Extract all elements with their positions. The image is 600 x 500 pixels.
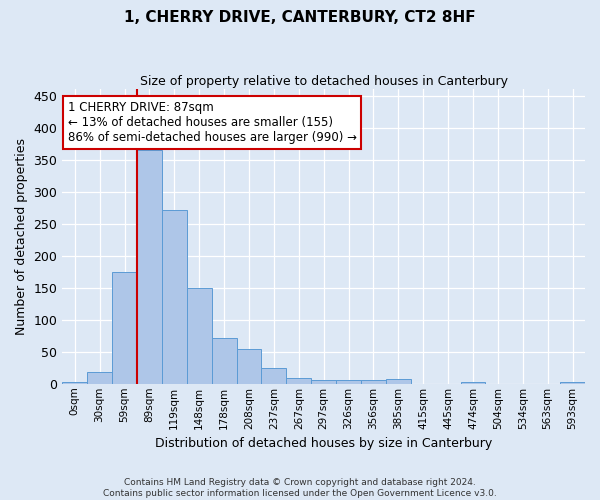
- Bar: [311, 380, 336, 384]
- Bar: [187, 288, 212, 384]
- Bar: [286, 378, 311, 384]
- Bar: [336, 380, 361, 384]
- Title: Size of property relative to detached houses in Canterbury: Size of property relative to detached ho…: [140, 75, 508, 88]
- Bar: [386, 378, 411, 384]
- Text: 1, CHERRY DRIVE, CANTERBURY, CT2 8HF: 1, CHERRY DRIVE, CANTERBURY, CT2 8HF: [124, 10, 476, 25]
- Bar: [262, 368, 286, 384]
- Bar: [87, 372, 112, 384]
- Bar: [361, 380, 386, 384]
- Bar: [212, 338, 236, 384]
- Bar: [236, 349, 262, 384]
- Bar: [62, 382, 87, 384]
- Bar: [461, 382, 485, 384]
- Bar: [162, 210, 187, 384]
- Bar: [112, 272, 137, 384]
- Bar: [560, 382, 585, 384]
- Bar: [137, 150, 162, 384]
- Text: Contains HM Land Registry data © Crown copyright and database right 2024.
Contai: Contains HM Land Registry data © Crown c…: [103, 478, 497, 498]
- X-axis label: Distribution of detached houses by size in Canterbury: Distribution of detached houses by size …: [155, 437, 492, 450]
- Text: 1 CHERRY DRIVE: 87sqm
← 13% of detached houses are smaller (155)
86% of semi-det: 1 CHERRY DRIVE: 87sqm ← 13% of detached …: [68, 101, 356, 144]
- Y-axis label: Number of detached properties: Number of detached properties: [15, 138, 28, 335]
